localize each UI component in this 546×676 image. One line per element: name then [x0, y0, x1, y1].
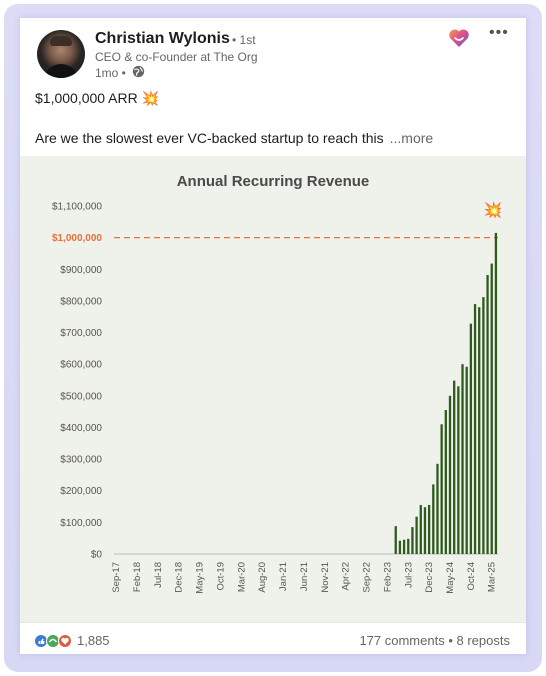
x-tick-label: May-24 — [445, 562, 456, 594]
x-tick-label: Jun-21 — [299, 562, 310, 591]
y-tick-label: $400,000 — [60, 423, 102, 434]
avatar-shirt — [43, 64, 79, 78]
bar — [407, 538, 410, 554]
bar — [440, 424, 443, 554]
author-headline: CEO & co-Founder at The Org — [95, 50, 258, 64]
reposts-link[interactable]: 8 reposts — [456, 633, 510, 648]
x-tick-label: Nov-21 — [320, 562, 331, 593]
bar — [490, 263, 493, 554]
x-tick-label: Sep-17 — [111, 562, 122, 593]
y-tick-label: $0 — [91, 550, 103, 561]
stats-separator: • — [448, 633, 453, 648]
y-tick-label: $900,000 — [60, 265, 102, 276]
bar — [453, 380, 456, 554]
y-tick-label: $300,000 — [60, 455, 102, 466]
arr-chart: Annual Recurring Revenue $0 $100,000 $200,0… — [52, 173, 503, 594]
bar — [486, 274, 489, 554]
bar — [465, 366, 468, 554]
bar — [457, 386, 460, 554]
bar — [478, 307, 481, 554]
globe-icon — [132, 65, 145, 78]
y-tick-label: $800,000 — [60, 296, 102, 307]
bar — [494, 232, 498, 554]
bar — [444, 410, 447, 554]
x-tick-label: Oct-19 — [215, 562, 226, 591]
y-tick-label: $1,100,000 — [52, 202, 102, 213]
bar — [411, 527, 414, 554]
y-tick-label: $500,000 — [60, 391, 102, 402]
bar — [469, 323, 473, 554]
reaction-icons[interactable] — [34, 634, 74, 648]
bar — [432, 484, 435, 554]
bar — [482, 297, 485, 554]
x-tick-label: Dec-18 — [174, 562, 185, 593]
y-tick-label: $600,000 — [60, 360, 102, 371]
y-tick-label: $200,000 — [60, 486, 102, 497]
post-text: Are we the slowest ever VC-backed startu… — [35, 130, 384, 146]
y-tick-label: $1,000,000 — [52, 233, 102, 244]
comments-link[interactable]: 177 comments — [359, 633, 445, 648]
bar — [461, 364, 464, 554]
heart-icon[interactable] — [448, 28, 470, 48]
social-bar: 1,885 177 comments • 8 reposts — [20, 622, 526, 654]
x-tick-label: May-19 — [195, 562, 206, 594]
x-tick-label: Sep-22 — [362, 562, 373, 593]
bar — [394, 526, 397, 554]
bar — [415, 516, 418, 554]
x-tick-label: Apr-22 — [341, 562, 352, 591]
bar — [419, 504, 422, 554]
bar — [436, 463, 439, 554]
bar — [448, 395, 452, 554]
post-text-line2: Are we the slowest ever VC-backed startu… — [35, 130, 433, 146]
author-name[interactable]: Christian Wylonis — [95, 30, 230, 47]
bar — [473, 304, 477, 554]
bar — [423, 507, 427, 554]
x-tick-label: Dec-23 — [424, 562, 435, 593]
x-tick-label: Mar-20 — [236, 562, 247, 592]
bar — [398, 540, 402, 554]
x-tick-label: Feb-18 — [132, 562, 143, 592]
post-card: Christian Wylonis • 1st CEO & co-Founder… — [20, 18, 526, 654]
x-tick-label: Jul-18 — [153, 562, 164, 588]
y-tick-label: $100,000 — [60, 518, 102, 529]
post-timestamp: 1mo • — [95, 66, 126, 80]
x-tick-label: Aug-20 — [257, 562, 268, 593]
y-tick-label: $700,000 — [60, 328, 102, 339]
spark-marker: 💥 — [484, 201, 503, 219]
avatar-hair — [50, 36, 72, 46]
x-tick-label: Feb-23 — [382, 562, 393, 592]
x-tick-label: Jul-23 — [403, 562, 414, 588]
chart-image[interactable]: Annual Recurring Revenue $0 $100,000 $200,0… — [20, 156, 526, 622]
engagement-stats: 177 comments • 8 reposts — [359, 633, 510, 648]
x-tick-label: Oct-24 — [466, 562, 477, 591]
avatar[interactable] — [37, 30, 85, 78]
more-icon[interactable]: ••• — [489, 24, 509, 41]
bar — [402, 539, 406, 554]
reaction-count[interactable]: 1,885 — [77, 633, 110, 648]
see-more-link[interactable]: ...more — [389, 130, 434, 146]
post-text-line1: $1,000,000 ARR 💥 — [35, 90, 160, 106]
bar — [427, 504, 431, 554]
x-tick-label: Jan-21 — [278, 562, 289, 591]
x-tick-label: Mar-25 — [487, 562, 498, 592]
chart-title: Annual Recurring Revenue — [177, 173, 370, 190]
connection-degree: • 1st — [232, 33, 256, 47]
